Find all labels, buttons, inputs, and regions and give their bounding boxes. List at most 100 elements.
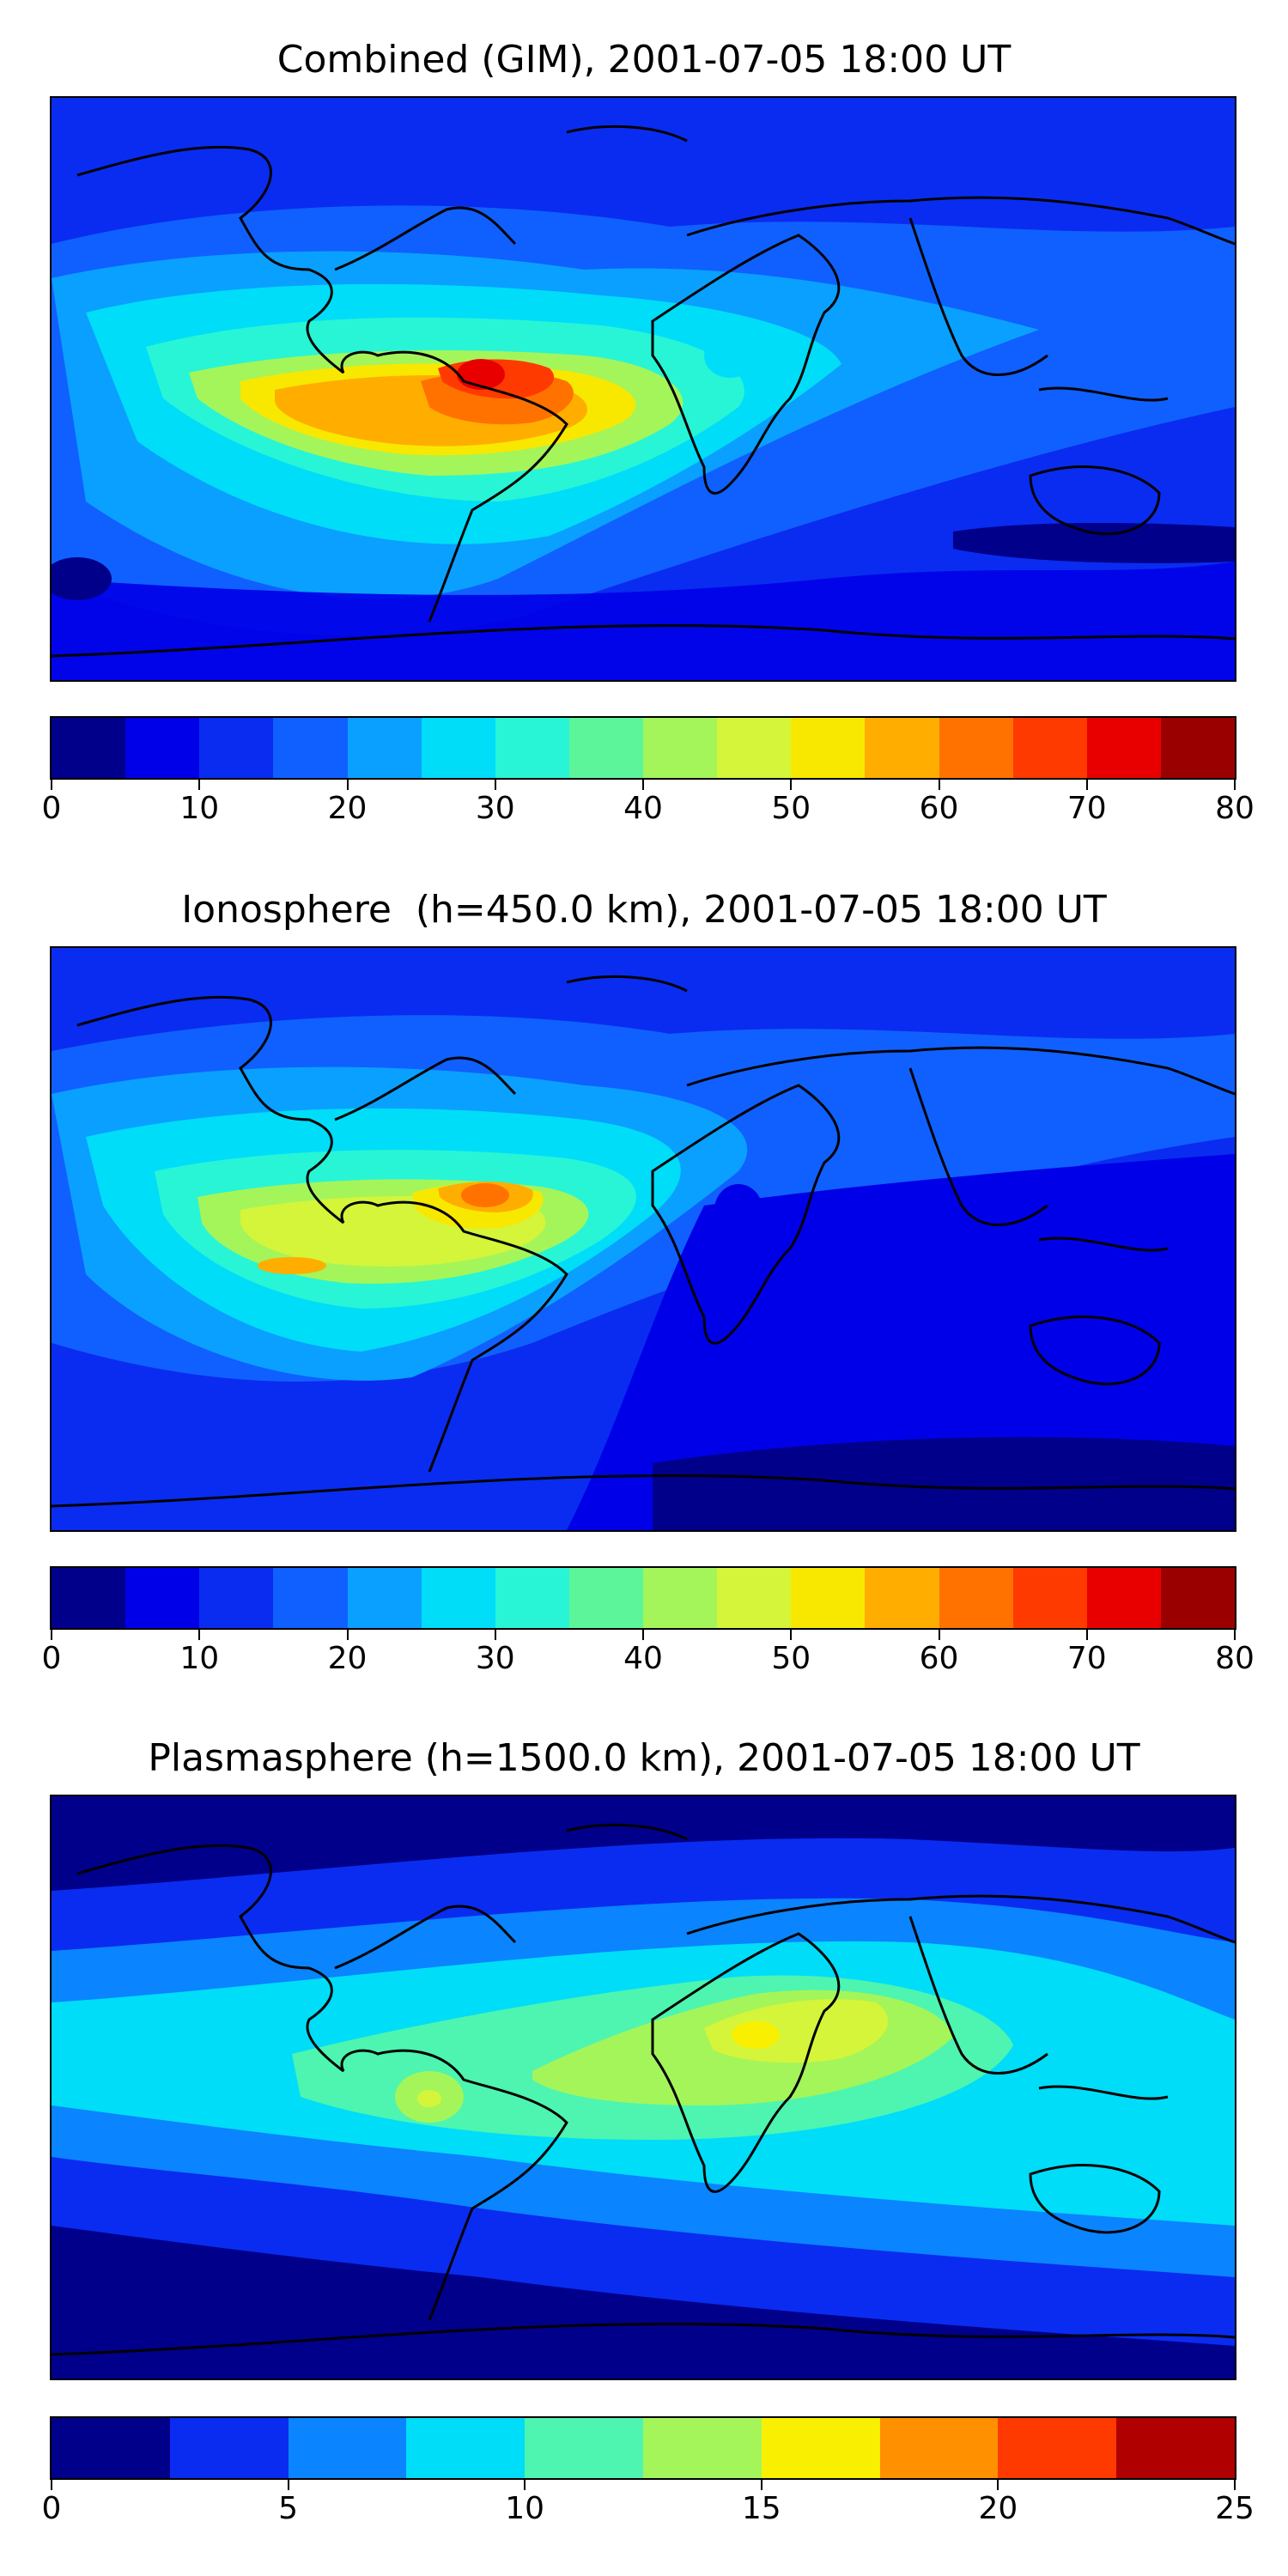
colorbar-segment <box>939 718 1013 778</box>
colorbar-segment <box>273 1568 348 1628</box>
colorbar-tick-label: 50 <box>771 1641 811 1676</box>
colorbar-tick-mark <box>198 780 201 790</box>
colorbar-tick-label: 50 <box>771 791 811 826</box>
colorbar-tick-label: 30 <box>475 1641 515 1676</box>
map-combined-canvas <box>52 98 1235 680</box>
colorbar-tick-label: 70 <box>1066 791 1107 826</box>
colorbar-tick-label: 10 <box>505 2491 545 2526</box>
map-title-plasmasphere: Plasmasphere (h=1500.0 km), 2001-07-05 1… <box>148 1736 1140 1780</box>
colorbar-segment <box>1116 2418 1235 2478</box>
colorbar-tick-mark <box>997 2480 999 2490</box>
colorbar-tick-mark <box>938 780 940 790</box>
colorbar-tick-label: 70 <box>1066 1641 1107 1676</box>
colorbar-tick-label: 25 <box>1215 2491 1255 2526</box>
colorbar-tick-mark <box>642 780 644 790</box>
colorbar-segment <box>939 1568 1013 1628</box>
map-plasmasphere-canvas <box>52 1796 1235 2379</box>
colorbar-segment <box>791 1568 866 1628</box>
colorbar-tick-label: 0 <box>41 2491 62 2526</box>
colorbar-segment <box>421 1568 495 1628</box>
colorbar-tick-mark <box>938 1630 940 1640</box>
colorbar-tick-label: 15 <box>741 2491 781 2526</box>
colorbar-segment <box>568 718 643 778</box>
colorbar-tick-label: 0 <box>41 1641 62 1676</box>
colorbar-tick-mark <box>51 2480 52 2490</box>
map-title-combined: Combined (GIM), 2001-07-05 18:00 UT <box>276 38 1012 82</box>
colorbar-segment <box>347 718 422 778</box>
colorbar-tick-mark <box>346 1630 349 1640</box>
colorbar-tick-label: 20 <box>978 2491 1018 2526</box>
colorbar-tick-label: 10 <box>179 791 220 826</box>
colorbar-segment <box>1086 718 1161 778</box>
colorbar-segment <box>865 718 939 778</box>
colorbar-segment <box>643 718 718 778</box>
colorbar-segment <box>125 1568 200 1628</box>
colorbar-ionosphere <box>50 1566 1236 1630</box>
colorbar-segment <box>169 2418 289 2478</box>
colorbar-tick-label: 40 <box>623 791 663 826</box>
colorbar-segment <box>273 718 348 778</box>
colorbar-segment <box>1160 1568 1235 1628</box>
colorbar-tick-label: 40 <box>623 1641 663 1676</box>
colorbar-segment <box>52 2418 170 2478</box>
colorbar-segment <box>1012 1568 1087 1628</box>
colorbar-segment <box>495 718 569 778</box>
colorbar-segment <box>717 1568 792 1628</box>
colorbar-tick-label: 10 <box>179 1641 220 1676</box>
colorbar-tick-mark <box>51 780 52 790</box>
colorbar-tick-mark <box>494 1630 496 1640</box>
colorbar-segment <box>288 2418 407 2478</box>
colorbar-segment <box>761 2418 880 2478</box>
colorbar-segment <box>865 1568 939 1628</box>
colorbar-segment <box>199 1568 274 1628</box>
colorbar-tick-label: 20 <box>327 1641 368 1676</box>
map-title-ionosphere: Ionosphere (h=450.0 km), 2001-07-05 18:0… <box>181 888 1107 932</box>
colorbar-tick-mark <box>524 2480 526 2490</box>
colorbar-segment <box>406 2418 526 2478</box>
colorbar-tick-label: 20 <box>327 791 368 826</box>
colorbar-tick-mark <box>1234 780 1236 790</box>
colorbar-tick-mark <box>51 1630 52 1640</box>
colorbar-segment <box>421 718 495 778</box>
colorbar-segment <box>998 2418 1117 2478</box>
colorbar-segment <box>879 2418 999 2478</box>
colorbar-tick-label: 80 <box>1215 791 1255 826</box>
colorbar-tick-label: 5 <box>278 2491 299 2526</box>
colorbar-tick-mark <box>1234 1630 1236 1640</box>
colorbar-tick-mark <box>1085 780 1088 790</box>
map-ionosphere-canvas <box>52 948 1235 1530</box>
colorbar-tick-label: 60 <box>919 791 959 826</box>
colorbar-tick-mark <box>790 780 793 790</box>
colorbar-tick-mark <box>287 2480 289 2490</box>
colorbar-segment <box>717 718 792 778</box>
colorbar-segment <box>347 1568 422 1628</box>
colorbar-segment <box>1086 1568 1161 1628</box>
map-combined <box>50 96 1236 682</box>
colorbar-segment <box>52 718 126 778</box>
colorbar-segment <box>642 2418 762 2478</box>
colorbar-segment <box>643 1568 718 1628</box>
colorbar-segment <box>1012 718 1087 778</box>
colorbar-tick-label: 30 <box>475 791 515 826</box>
map-ionosphere <box>50 946 1236 1532</box>
colorbar-tick-mark <box>1085 1630 1088 1640</box>
colorbar-tick-mark <box>642 1630 644 1640</box>
colorbar-tick-mark <box>760 2480 762 2490</box>
colorbar-combined <box>50 716 1236 780</box>
colorbar-segment <box>1160 718 1235 778</box>
colorbar-segment <box>525 2418 643 2478</box>
colorbar-segment <box>125 718 200 778</box>
colorbar-segment <box>568 1568 643 1628</box>
colorbar-tick-label: 60 <box>919 1641 959 1676</box>
colorbar-tick-mark <box>1234 2480 1236 2490</box>
colorbar-segment <box>52 1568 126 1628</box>
colorbar-tick-mark <box>346 780 349 790</box>
colorbar-segment <box>495 1568 569 1628</box>
colorbar-tick-label: 80 <box>1215 1641 1255 1676</box>
colorbar-segment <box>791 718 866 778</box>
colorbar-tick-mark <box>790 1630 793 1640</box>
map-plasmasphere <box>50 1795 1236 2380</box>
colorbar-tick-label: 0 <box>41 791 62 826</box>
colorbar-segment <box>199 718 274 778</box>
colorbar-plasmasphere <box>50 2416 1236 2480</box>
